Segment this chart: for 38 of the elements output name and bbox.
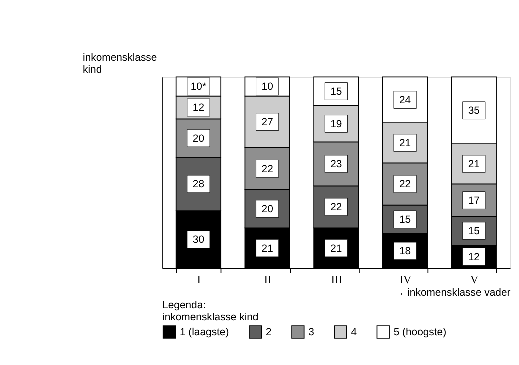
data-label: 20 — [262, 204, 274, 216]
data-label: 20 — [192, 134, 205, 145]
data-label: 23 — [330, 160, 342, 171]
data-label: 12 — [192, 103, 205, 114]
legend-label: 4 — [351, 328, 358, 339]
legend-label: 2 — [266, 328, 272, 339]
legend-label: 5 (hoogste) — [394, 328, 447, 339]
data-label: 35 — [468, 106, 480, 118]
data-label: 18 — [400, 246, 412, 258]
x-tick-label: III — [331, 274, 343, 287]
legend-title: Legenda: inkomensklasse kind — [162, 300, 259, 324]
data-label: 30 — [192, 235, 205, 246]
data-label: 15 — [468, 226, 480, 238]
legend-label: 3 — [308, 328, 315, 339]
data-label: 10 — [262, 82, 274, 94]
data-label: 21 — [330, 244, 342, 255]
data-label: 17 — [468, 196, 480, 207]
data-label: 21 — [262, 244, 274, 255]
data-label: 28 — [192, 180, 205, 191]
x-tick-label: IV — [400, 274, 413, 287]
data-label: 12 — [468, 252, 480, 264]
x-tick-label: V — [470, 274, 480, 287]
data-label: 10* — [190, 82, 207, 94]
data-label: 22 — [330, 202, 342, 214]
data-label: 22 — [262, 164, 274, 176]
data-label: 15 — [330, 86, 342, 98]
x-tick-label: I — [197, 274, 202, 287]
x-tick-label: II — [264, 274, 272, 287]
data-label: 24 — [400, 96, 412, 107]
legend-label: 1 (laagste) — [180, 328, 230, 339]
x-axis-title: → inkomensklasse vader — [394, 288, 512, 299]
data-label: 19 — [330, 119, 342, 130]
data-label: 21 — [400, 138, 412, 150]
data-label: 15 — [400, 215, 412, 226]
data-label: 21 — [468, 160, 480, 171]
y-axis-title: inkomensklasse kind — [83, 53, 158, 76]
data-label: 27 — [262, 118, 274, 129]
data-label: 22 — [400, 180, 412, 191]
